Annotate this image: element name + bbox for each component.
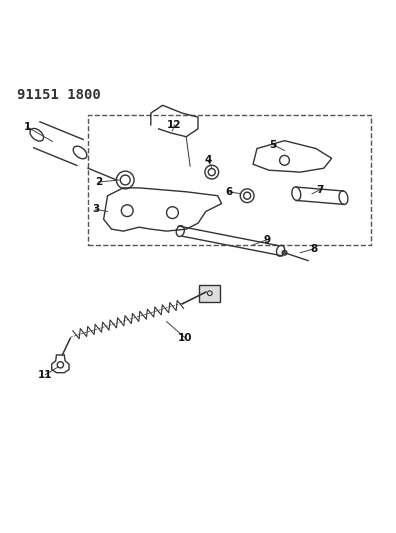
Text: 6: 6 [225,187,232,197]
Text: 91151 1800: 91151 1800 [17,87,101,102]
Text: 1: 1 [23,122,30,132]
Text: 2: 2 [95,177,103,187]
Text: 10: 10 [178,333,193,343]
Text: 5: 5 [269,140,276,150]
Text: 3: 3 [92,205,99,214]
Text: 7: 7 [316,185,324,195]
Text: 8: 8 [310,244,318,254]
Ellipse shape [282,251,287,255]
Text: 11: 11 [38,370,53,379]
Text: 9: 9 [263,235,270,245]
Text: 4: 4 [204,155,211,165]
Bar [88,115,371,245]
FancyBboxPatch shape [199,285,220,302]
Text: 12: 12 [167,120,182,130]
